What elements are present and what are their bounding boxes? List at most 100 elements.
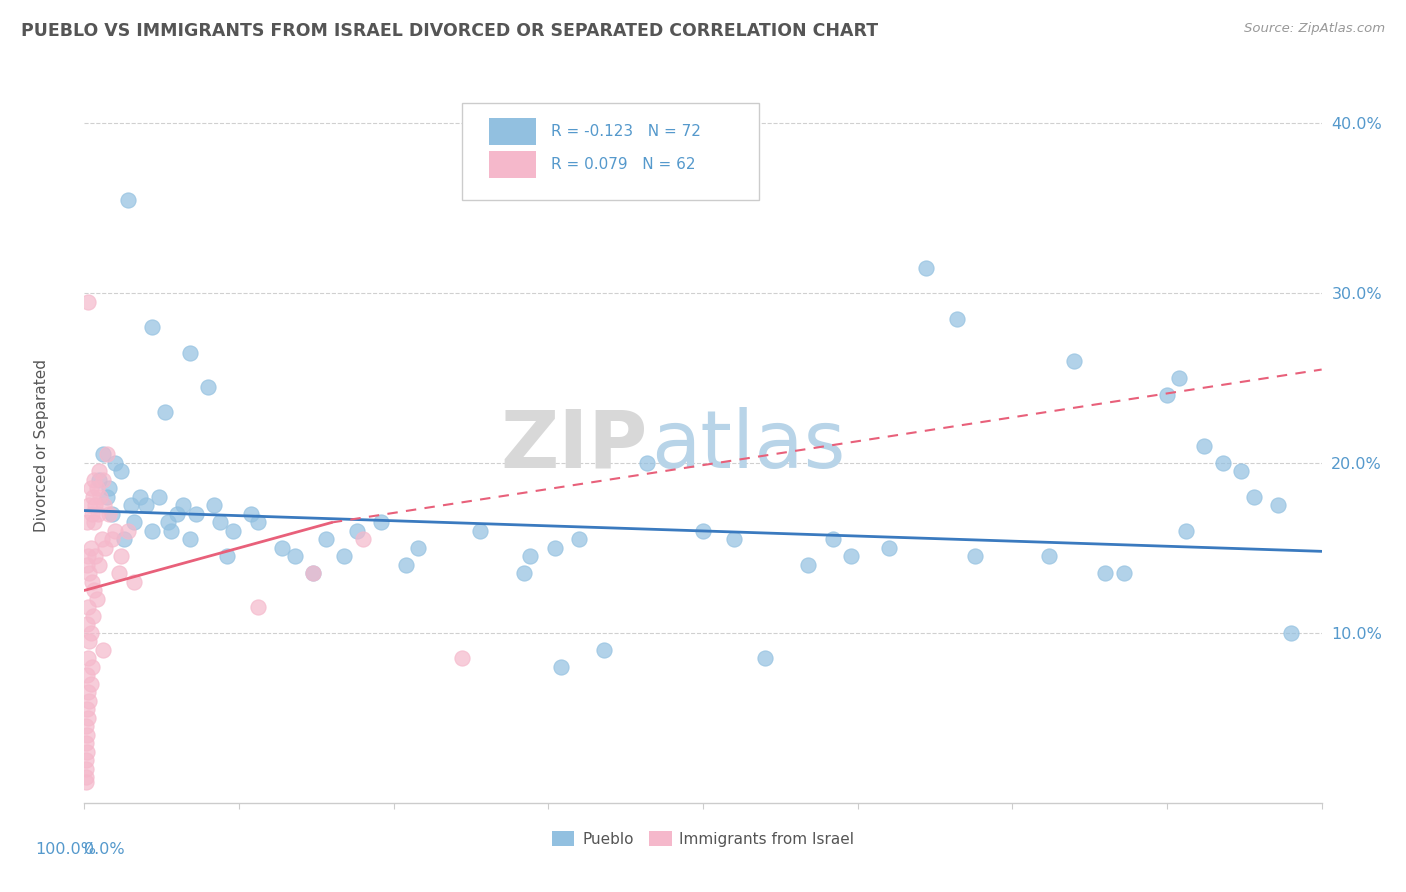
Point bbox=[246, 516, 269, 530]
Text: PUEBLO VS IMMIGRANTS FROM ISRAEL DIVORCED OR SEPARATED CORRELATION CHART: PUEBLO VS IMMIGRANTS FROM ISRAEL DIVORCE… bbox=[21, 22, 879, 40]
Point bbox=[1279, 626, 1302, 640]
Point bbox=[352, 533, 374, 547]
Point bbox=[80, 574, 103, 589]
Point bbox=[370, 516, 392, 530]
Point bbox=[84, 499, 107, 513]
Point bbox=[89, 558, 111, 572]
Point bbox=[89, 490, 111, 504]
Point bbox=[100, 507, 122, 521]
Point bbox=[96, 448, 118, 462]
Point bbox=[90, 533, 112, 547]
Point bbox=[91, 643, 114, 657]
Point bbox=[82, 608, 104, 623]
Point bbox=[98, 507, 121, 521]
Point bbox=[1192, 439, 1215, 453]
Point bbox=[96, 490, 118, 504]
Point bbox=[76, 516, 98, 530]
Point bbox=[80, 660, 103, 674]
Point bbox=[108, 566, 131, 581]
Point bbox=[692, 524, 714, 538]
Point bbox=[84, 549, 107, 564]
Point bbox=[512, 566, 534, 581]
Point bbox=[110, 549, 132, 564]
Legend: Pueblo, Immigrants from Israel: Pueblo, Immigrants from Israel bbox=[551, 830, 855, 847]
Point bbox=[315, 533, 337, 547]
Point bbox=[79, 566, 101, 581]
Point bbox=[1063, 354, 1085, 368]
Text: Source: ZipAtlas.com: Source: ZipAtlas.com bbox=[1244, 22, 1385, 36]
Point bbox=[76, 728, 98, 742]
Point bbox=[1230, 465, 1253, 479]
Text: ZIP: ZIP bbox=[501, 407, 647, 485]
Point bbox=[179, 345, 201, 359]
Text: atlas: atlas bbox=[651, 407, 845, 485]
Point bbox=[83, 473, 105, 487]
Point bbox=[76, 745, 98, 759]
Point bbox=[82, 490, 104, 504]
Point bbox=[209, 516, 232, 530]
Point bbox=[76, 668, 98, 682]
Point bbox=[141, 320, 163, 334]
Point bbox=[877, 541, 900, 555]
Point bbox=[965, 549, 987, 564]
Point bbox=[166, 507, 188, 521]
Point bbox=[100, 533, 122, 547]
Point bbox=[202, 499, 225, 513]
Point bbox=[346, 524, 368, 538]
Point bbox=[148, 490, 170, 504]
Point bbox=[75, 719, 97, 733]
Point bbox=[76, 617, 98, 632]
Text: R = 0.079   N = 62: R = 0.079 N = 62 bbox=[551, 157, 696, 172]
Point bbox=[87, 507, 110, 521]
Point bbox=[77, 685, 100, 699]
Point bbox=[79, 541, 101, 555]
Point bbox=[1168, 371, 1191, 385]
Point bbox=[75, 770, 97, 784]
Point bbox=[77, 711, 100, 725]
Point bbox=[89, 473, 111, 487]
Point bbox=[1156, 388, 1178, 402]
Point bbox=[153, 405, 176, 419]
Point bbox=[333, 549, 356, 564]
Point bbox=[141, 524, 163, 538]
Point bbox=[945, 311, 967, 326]
FancyBboxPatch shape bbox=[461, 103, 759, 200]
Text: R = -0.123   N = 72: R = -0.123 N = 72 bbox=[551, 124, 700, 139]
Point bbox=[754, 651, 776, 665]
Point bbox=[104, 524, 127, 538]
Point bbox=[519, 549, 541, 564]
Point bbox=[1112, 566, 1135, 581]
Point bbox=[179, 533, 201, 547]
Point bbox=[302, 566, 325, 581]
Point bbox=[91, 473, 114, 487]
Point bbox=[94, 541, 117, 555]
Point bbox=[129, 490, 152, 504]
Point bbox=[76, 558, 98, 572]
Point bbox=[593, 643, 616, 657]
Point bbox=[83, 583, 105, 598]
Point bbox=[184, 507, 207, 521]
Text: Divorced or Separated: Divorced or Separated bbox=[34, 359, 49, 533]
Point bbox=[302, 566, 325, 581]
Point bbox=[79, 482, 101, 496]
Point bbox=[117, 193, 139, 207]
Point bbox=[122, 516, 145, 530]
Point bbox=[77, 294, 100, 309]
Point bbox=[83, 516, 105, 530]
Point bbox=[1038, 549, 1060, 564]
FancyBboxPatch shape bbox=[489, 118, 536, 145]
Point bbox=[450, 651, 472, 665]
Point bbox=[271, 541, 294, 555]
Text: 100.0%: 100.0% bbox=[35, 842, 97, 857]
Point bbox=[77, 600, 100, 615]
Point bbox=[135, 499, 157, 513]
Point bbox=[568, 533, 591, 547]
Point bbox=[110, 465, 132, 479]
Point bbox=[723, 533, 745, 547]
Point bbox=[1212, 456, 1234, 470]
Point bbox=[79, 626, 101, 640]
Point bbox=[284, 549, 307, 564]
Point bbox=[98, 482, 121, 496]
Point bbox=[86, 591, 108, 606]
Text: 0.0%: 0.0% bbox=[84, 842, 125, 857]
